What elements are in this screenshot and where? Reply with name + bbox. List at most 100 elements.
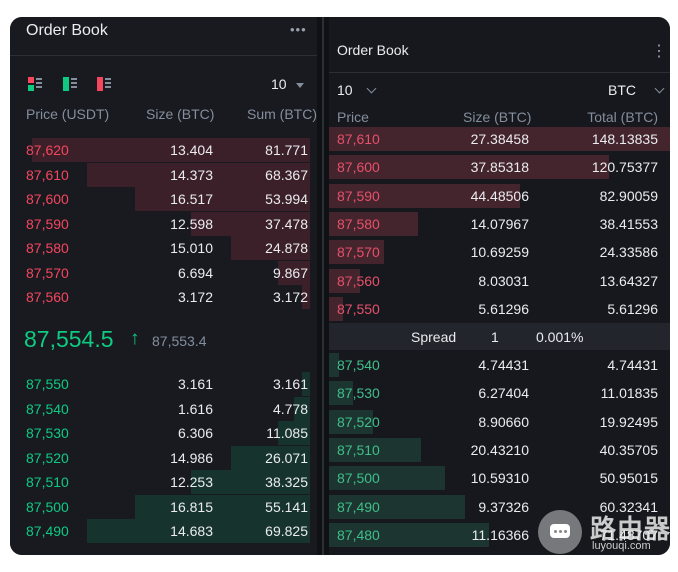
bid-row[interactable]: 87,500 10.59310 50.95015 <box>329 466 670 491</box>
spread-row: Spread 1 0.001% <box>329 323 670 350</box>
price-cell: 87,530 <box>337 385 380 402</box>
price-column-header: Price (USDT) <box>26 106 110 122</box>
ask-row[interactable]: 87,550 5.61296 5.61296 <box>329 296 670 321</box>
ask-row[interactable]: 87,570 6.694 9.867 <box>10 260 310 285</box>
sum-cell: 9.867 <box>272 264 308 281</box>
depth-bar <box>190 470 310 494</box>
view-asks-icon[interactable] <box>97 77 111 91</box>
ask-row[interactable]: 87,560 3.172 3.172 <box>10 285 310 309</box>
sum-cell: 81.771 <box>265 142 308 158</box>
ask-row[interactable]: 87,560 8.03031 13.64327 <box>329 268 670 293</box>
size-cell: 27.38458 <box>470 131 529 147</box>
sum-cell: 55.141 <box>265 498 308 515</box>
size-cell: 14.07967 <box>470 215 529 232</box>
size-cell: 10.59310 <box>470 470 529 487</box>
depth-bar <box>87 519 310 543</box>
panel-divider <box>317 17 329 555</box>
ask-row[interactable]: 87,590 12.598 37.478 <box>10 211 310 236</box>
caret-down-icon <box>296 82 305 88</box>
mark-price: 87,553.4 <box>152 333 207 349</box>
size-cell: 12.598 <box>170 215 213 232</box>
bid-row[interactable]: 87,550 3.161 3.161 <box>10 372 310 396</box>
depth-bar <box>329 353 340 377</box>
size-cell: 9.37326 <box>478 498 529 515</box>
price-cell: 87,530 <box>26 425 69 441</box>
size-cell: 15.010 <box>170 240 213 256</box>
ask-row[interactable]: 87,620 13.404 81.771 <box>10 138 310 162</box>
bid-row[interactable]: 87,490 9.37326 60.32341 <box>329 494 670 519</box>
ask-row[interactable]: 87,600 37.85318 120.75377 <box>329 155 670 180</box>
view-bids-icon[interactable] <box>63 77 77 91</box>
watermark-url: luyouqi.com <box>592 540 651 552</box>
price-cell: 87,560 <box>337 272 380 289</box>
size-cell: 16.517 <box>170 191 213 207</box>
price-cell: 87,580 <box>337 215 380 232</box>
currency-select-value: BTC <box>608 82 636 98</box>
depth-select[interactable]: 10 <box>337 82 377 98</box>
depth-select[interactable]: 10 <box>271 76 305 92</box>
total-cell: 5.61296 <box>607 300 658 317</box>
size-cell: 10.69259 <box>470 244 529 261</box>
spread-percent: 0.001% <box>536 329 584 345</box>
bid-row[interactable]: 87,510 12.253 38.325 <box>10 470 310 494</box>
sum-column-header: Sum (BTC) <box>247 106 317 122</box>
bid-row[interactable]: 87,510 20.43210 40.35705 <box>329 437 670 462</box>
depth-bar <box>278 260 310 285</box>
ask-row[interactable]: 87,580 15.010 24.878 <box>10 236 310 260</box>
bid-row[interactable]: 87,540 1.616 4.778 <box>10 396 310 421</box>
price-cell: 87,610 <box>337 131 380 147</box>
size-column-header: Size (BTC) <box>146 106 215 122</box>
bid-row[interactable]: 87,530 6.27404 11.01835 <box>329 381 670 406</box>
total-cell: 38.41553 <box>599 215 658 232</box>
size-cell: 14.373 <box>170 166 213 183</box>
size-cell: 4.74431 <box>478 357 529 373</box>
ask-row[interactable]: 87,570 10.69259 24.33586 <box>329 240 670 265</box>
depth-bar <box>230 236 310 260</box>
depth-select-value: 10 <box>337 82 353 98</box>
bid-row[interactable]: 87,480 11.16366 71.48707 <box>329 522 670 547</box>
price-cell: 87,590 <box>26 215 69 232</box>
total-cell: 50.95015 <box>599 470 658 487</box>
ask-row[interactable]: 87,610 14.373 68.367 <box>10 162 310 187</box>
more-options-icon[interactable]: ••• <box>290 22 307 37</box>
ask-row[interactable]: 87,580 14.07967 38.41553 <box>329 211 670 236</box>
currency-select[interactable]: BTC <box>608 82 665 98</box>
bid-row[interactable]: 87,520 14.986 26.071 <box>10 445 310 470</box>
chevron-down-icon <box>654 83 665 94</box>
depth-bar <box>294 396 310 421</box>
price-cell: 87,560 <box>26 289 69 305</box>
size-cell: 16.815 <box>170 498 213 515</box>
sum-cell: 4.778 <box>272 400 308 417</box>
bid-row[interactable]: 87,540 4.74431 4.74431 <box>329 353 670 377</box>
total-cell: 4.74431 <box>607 357 658 373</box>
depth-bar <box>329 522 490 547</box>
depth-bar <box>329 155 609 180</box>
size-cell: 8.03031 <box>478 272 529 289</box>
ask-row[interactable]: 87,600 16.517 53.994 <box>10 187 310 211</box>
size-column-header: Size (BTC) <box>463 109 532 125</box>
price-column-header: Price <box>337 109 369 125</box>
price-cell: 87,500 <box>337 470 380 487</box>
depth-bar <box>329 268 360 293</box>
price-cell: 87,620 <box>26 142 69 158</box>
price-cell: 87,570 <box>26 264 69 281</box>
ask-row[interactable]: 87,610 27.38458 148.13835 <box>329 127 670 151</box>
right-panel-title: Order Book <box>337 42 409 58</box>
size-cell: 11.16366 <box>471 526 529 543</box>
bid-row[interactable]: 87,490 14.683 69.825 <box>10 519 310 543</box>
view-both-icon[interactable] <box>28 77 42 91</box>
price-cell: 87,570 <box>337 244 380 261</box>
bid-row[interactable]: 87,520 8.90660 19.92495 <box>329 409 670 434</box>
total-cell: 24.33586 <box>599 244 658 261</box>
bid-row[interactable]: 87,500 16.815 55.141 <box>10 494 310 519</box>
more-options-icon[interactable]: ⋮ <box>651 43 668 60</box>
spread-label: Spread <box>411 329 457 345</box>
size-cell: 37.85318 <box>470 159 529 176</box>
bid-row[interactable]: 87,530 6.306 11.085 <box>10 421 310 445</box>
depth-bar <box>329 409 374 434</box>
watermark-text: 路由器 <box>590 514 672 544</box>
size-cell: 12.253 <box>170 474 213 490</box>
ask-row[interactable]: 87,590 44.48506 82.90059 <box>329 183 670 208</box>
total-cell: 40.35705 <box>599 441 658 458</box>
price-up-arrow-icon: ↑ <box>130 328 140 349</box>
